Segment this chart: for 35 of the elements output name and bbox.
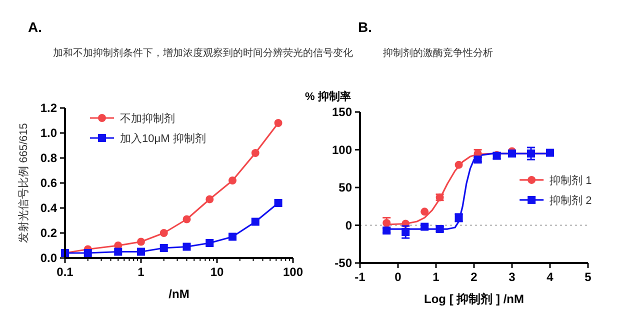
x-tick-label: 2 bbox=[470, 270, 478, 284]
y-tick-label: 150 bbox=[332, 105, 352, 119]
x-tick-label: 0.1 bbox=[56, 265, 74, 279]
chart-subtitle: 加和不加抑制剂条件下，增加浓度观察到的时间分辨荧光的信号变化 bbox=[53, 47, 353, 59]
legend-label: 抑制剂 2 bbox=[550, 194, 592, 207]
x-tick-label: 4 bbox=[546, 270, 554, 284]
chart-subtitle: 抑制剂的激酶竞争性分析 bbox=[383, 47, 493, 59]
x-tick-label: 1 bbox=[138, 265, 145, 279]
x-axis-title: /nM bbox=[168, 287, 190, 301]
y-tick-label: 0.0 bbox=[40, 251, 58, 265]
chart-title: A. bbox=[28, 19, 42, 35]
y-axis-title: % 抑制率 bbox=[305, 90, 351, 103]
x-axis-title: Log [ 抑制剂 ] /nM bbox=[424, 292, 524, 306]
y-tick-label: 1.2 bbox=[40, 101, 58, 115]
legend-label: 不加抑制剂 bbox=[120, 112, 175, 125]
x-tick-label: -1 bbox=[354, 270, 366, 284]
y-tick-label: 50 bbox=[338, 180, 352, 194]
y-axis-title: 发射光信号比例 665/615 bbox=[17, 123, 30, 243]
y-tick-label: 0.4 bbox=[40, 201, 58, 215]
y-tick-label: 0.8 bbox=[40, 151, 58, 165]
chart-title: B. bbox=[358, 19, 372, 35]
x-tick-label: 5 bbox=[584, 270, 592, 284]
y-tick-label: 100 bbox=[332, 142, 352, 157]
x-tick-label: 100 bbox=[282, 265, 304, 279]
x-tick-label: 0 bbox=[394, 270, 402, 284]
x-tick-label: 1 bbox=[432, 270, 440, 284]
x-tick-label: 3 bbox=[508, 270, 516, 284]
y-tick-label: 0 bbox=[345, 218, 352, 232]
x-tick-label: 10 bbox=[210, 265, 224, 279]
y-tick-label: 0.6 bbox=[40, 176, 58, 190]
y-tick-label: 0.2 bbox=[40, 226, 58, 240]
y-tick-label: 1.0 bbox=[40, 126, 58, 140]
legend-label: 抑制剂 1 bbox=[550, 174, 592, 187]
y-tick-label: -50 bbox=[334, 256, 352, 270]
legend-label: 加入10μM 抑制剂 bbox=[120, 132, 206, 145]
